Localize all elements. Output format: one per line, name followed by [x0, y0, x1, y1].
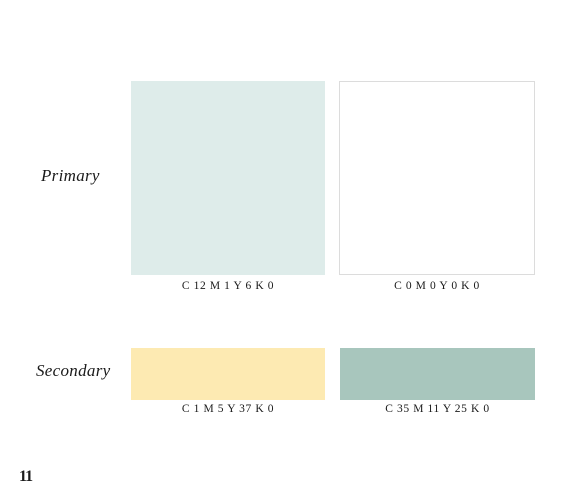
secondary-swatch-sage-code: C 35 M 11 Y 25 K 0 — [385, 403, 490, 415]
secondary-swatch-yellow — [131, 348, 325, 400]
primary-swatch-mint — [131, 81, 325, 275]
primary-row-label: Primary — [41, 166, 100, 185]
primary-swatch-mint-code: C 12 M 1 Y 6 K 0 — [181, 280, 275, 292]
secondary-swatch-sage — [340, 348, 535, 400]
primary-swatch-white — [339, 81, 535, 275]
page-number: 11 — [19, 468, 33, 485]
secondary-row-label: Secondary — [36, 361, 111, 380]
primary-swatch-white-code: C 0 M 0 Y 0 K 0 — [394, 280, 480, 292]
secondary-swatch-yellow-code: C 1 M 5 Y 37 K 0 — [181, 403, 275, 415]
